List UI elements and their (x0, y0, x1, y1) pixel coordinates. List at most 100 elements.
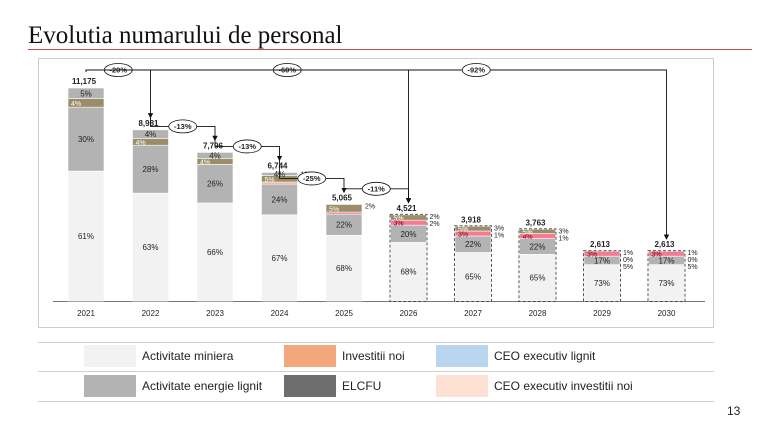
segment-label: 22% (465, 240, 481, 249)
segment-label: 68% (336, 264, 352, 273)
segment-label: 4% (135, 140, 145, 147)
x-tick-label: 2029 (593, 309, 611, 318)
segment-label: 4% (145, 130, 157, 139)
segment-label: 3% (393, 221, 403, 228)
legend-label: Activitate miniera (142, 349, 234, 363)
legend-item-ceo-executiv-lignit: CEO executiv lignit (436, 345, 595, 367)
bar-segment (390, 242, 427, 302)
outside-label: 2% (430, 214, 440, 221)
x-tick-label: 2022 (142, 309, 160, 318)
segment-label: 66% (207, 248, 223, 257)
page-number: 13 (727, 404, 741, 418)
legend-label: Activitate energie lignit (142, 379, 263, 393)
growth-arrow (85, 69, 670, 240)
segment-label: 5% (393, 215, 403, 222)
outside-label: 0% (688, 257, 698, 264)
segment-label: 3% (458, 232, 468, 239)
x-tick-label: 2026 (400, 309, 418, 318)
bar-segment (196, 202, 234, 302)
segment-label: 5% (329, 206, 339, 213)
legend-middle-rule (38, 371, 714, 372)
x-tick-label: 2025 (335, 309, 353, 318)
bar-segment (648, 264, 685, 302)
outside-label: 5% (623, 264, 633, 271)
legend-item-elcfu: ELCFU (284, 375, 381, 397)
growth-arrow-label: -13% (174, 122, 192, 131)
segment-label: 61% (78, 232, 94, 241)
legend-label: CEO executiv investitii noi (494, 379, 633, 393)
legend-swatch (436, 375, 488, 397)
legend-item-activitate-miniera: Activitate miniera (84, 345, 233, 367)
bar-segment (390, 214, 427, 221)
outside-label: 3% (494, 225, 504, 232)
x-tick-label: 2027 (464, 309, 482, 318)
legend-label: ELCFU (342, 379, 382, 393)
bar-segment (132, 129, 169, 139)
x-tick-label: 2021 (77, 309, 95, 318)
bar-dashed-outline (647, 250, 686, 302)
legend-swatch (436, 345, 488, 367)
bar-segment (583, 264, 621, 302)
bar-total-label: 7,796 (203, 141, 224, 150)
segment-label: 26% (207, 180, 223, 189)
legend-item-ceo-executiv-investitii-noi: CEO executiv investitii noi (436, 375, 633, 397)
outside-label: 1% (494, 232, 504, 239)
segment-label: 5% (522, 229, 532, 236)
stacked-bar-chart: 61%30%4%5%11,175202163%28%4%4%8,98120226… (53, 63, 705, 318)
segment-label: 22% (336, 221, 352, 230)
bar-total-label: 11,175 (72, 77, 97, 86)
segment-label: 30% (78, 135, 94, 144)
bar-total-label: 3,918 (461, 215, 482, 224)
segment-label: 73% (658, 279, 674, 288)
bar-segment (67, 170, 105, 302)
outside-label: 2% (365, 203, 375, 210)
legend-top-rule (38, 342, 714, 343)
bar-dashed-outline (583, 250, 621, 302)
bar-segment (454, 226, 492, 232)
segment-label: 73% (594, 279, 610, 288)
bar-total-label: 3,763 (525, 218, 546, 227)
segment-label: 65% (529, 274, 545, 283)
bar-dashed-outline (454, 225, 492, 302)
outside-label: 1% (559, 235, 569, 242)
bar-total-label: 4,521 (396, 204, 417, 213)
growth-arrow-label: -92% (467, 66, 485, 75)
legend-item-activitate-energie-lignit: Activitate energie lignit (84, 375, 262, 397)
segment-label: 3% (587, 252, 597, 259)
segment-label: 20% (400, 230, 416, 239)
bar-segment (67, 106, 105, 172)
bar-total-label: 2,613 (590, 240, 611, 249)
segment-label: 24% (271, 195, 287, 204)
growth-arrow-badge (461, 63, 491, 77)
outside-label: 5% (688, 264, 698, 271)
segment-label: 5% (458, 227, 468, 234)
growth-arrow-label: -25% (303, 174, 321, 183)
segment-label: 4% (200, 159, 210, 166)
bar-segment (583, 250, 621, 257)
legend-swatch (284, 375, 336, 397)
legend-item-investitii-noi: Investitii noi (284, 345, 405, 367)
slide-title: Evolutia numarului de personal (28, 22, 343, 49)
bar-segment (325, 204, 363, 213)
segment-label: 5% (264, 177, 274, 184)
legend-label: CEO executiv lignit (494, 349, 596, 363)
bar-segment (519, 254, 556, 302)
segment-label: 65% (465, 273, 481, 282)
x-tick-label: 2023 (206, 309, 224, 318)
outside-label: 1% (623, 250, 633, 257)
segment-label: 67% (271, 254, 287, 263)
growth-arrow-label: -13% (238, 142, 256, 151)
bar-total-label: 2,613 (654, 240, 675, 249)
segment-label: 28% (142, 165, 158, 174)
segment-label: 4% (522, 234, 532, 241)
segment-label: 17% (658, 256, 674, 265)
legend-swatch (284, 345, 336, 367)
outside-label: 2% (430, 221, 440, 228)
x-tick-label: 2024 (271, 309, 289, 318)
bar-total-label: 5,065 (332, 193, 353, 202)
bar-segment (67, 87, 105, 99)
segment-label: 68% (400, 268, 416, 277)
x-tick-label: 2028 (529, 309, 547, 318)
bar-segment (196, 152, 234, 159)
legend-swatch (84, 345, 136, 367)
